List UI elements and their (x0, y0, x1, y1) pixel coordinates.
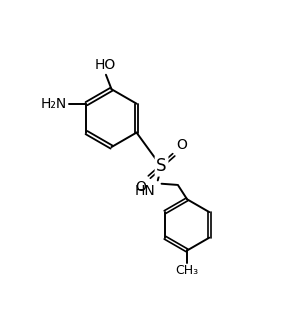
Text: H₂N: H₂N (40, 97, 66, 111)
Text: HO: HO (94, 58, 115, 72)
Text: S: S (156, 157, 167, 175)
Text: O: O (177, 138, 187, 152)
Text: HN: HN (135, 185, 156, 198)
Text: CH₃: CH₃ (176, 264, 199, 278)
Text: O: O (135, 180, 146, 194)
